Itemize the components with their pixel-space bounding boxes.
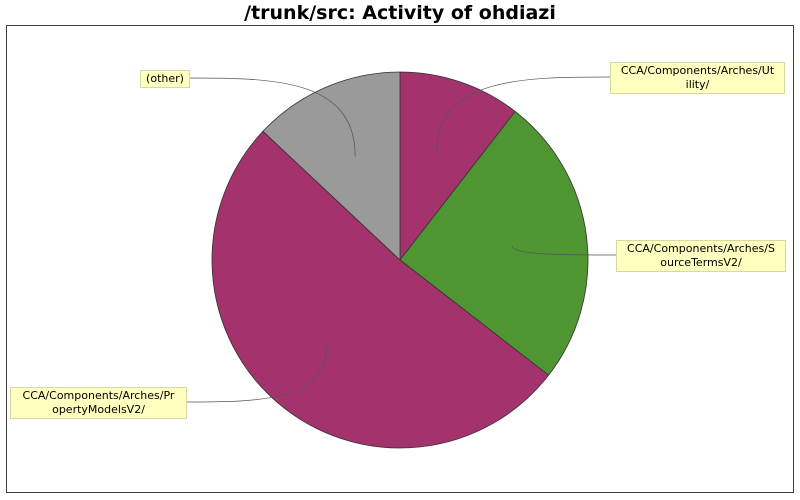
slice-label-propertymodelsv2: CCA/Components/Arches/Pr opertyModelsV2/ <box>10 387 187 419</box>
slice-label-sourcetermsv2: CCA/Components/Arches/S ourceTermsV2/ <box>616 240 786 272</box>
pie-slice-sourcetermsv2 <box>399 110 589 376</box>
slice-label-utility: CCA/Components/Arches/Ut ility/ <box>610 62 785 94</box>
pie-slice-utility <box>399 71 516 262</box>
leader-line <box>187 77 356 157</box>
pie-slice-propertymodelsv2 <box>211 130 550 449</box>
chart-title: /trunk/src: Activity of ohdiazi <box>244 2 556 24</box>
slice-label-other: (other) <box>140 70 190 88</box>
leader-line <box>511 245 619 256</box>
leader-line <box>436 76 613 154</box>
leader-line <box>185 345 328 403</box>
pie-slice-other <box>262 71 401 261</box>
